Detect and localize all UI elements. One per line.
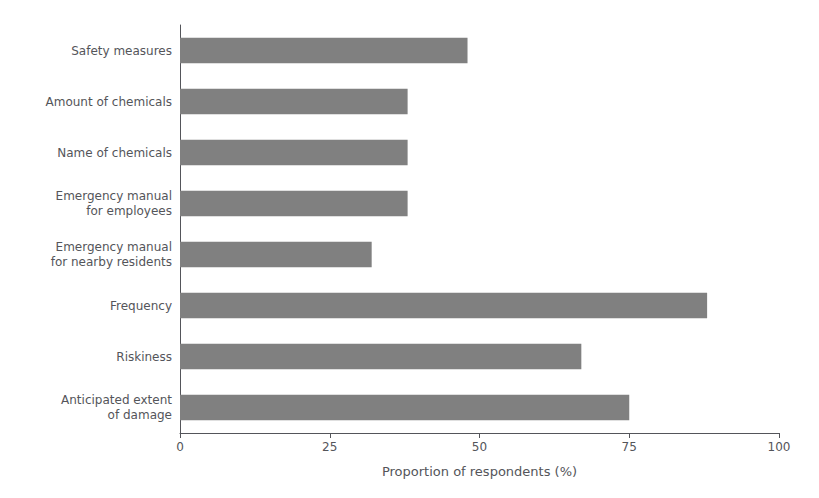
svg-text:100: 100: [768, 440, 791, 454]
svg-text:Anticipated extent: Anticipated extent: [61, 393, 172, 407]
svg-text:Safety measures: Safety measures: [71, 44, 172, 58]
svg-text:Frequency: Frequency: [110, 299, 172, 313]
svg-text:Riskiness: Riskiness: [116, 350, 172, 364]
svg-text:Amount of chemicals: Amount of chemicals: [46, 95, 173, 109]
svg-text:25: 25: [322, 440, 337, 454]
svg-text:Emergency manual: Emergency manual: [56, 189, 172, 203]
svg-text:Name of chemicals: Name of chemicals: [57, 146, 172, 160]
svg-text:0: 0: [176, 440, 184, 454]
svg-text:for nearby residents: for nearby residents: [51, 255, 172, 269]
svg-text:50: 50: [472, 440, 487, 454]
svg-text:of damage: of damage: [108, 408, 172, 422]
svg-text:Proportion of respondents (%): Proportion of respondents (%): [382, 464, 577, 479]
svg-text:Emergency manual: Emergency manual: [56, 240, 172, 254]
svg-text:for employees: for employees: [86, 204, 172, 218]
svg-text:75: 75: [622, 440, 637, 454]
